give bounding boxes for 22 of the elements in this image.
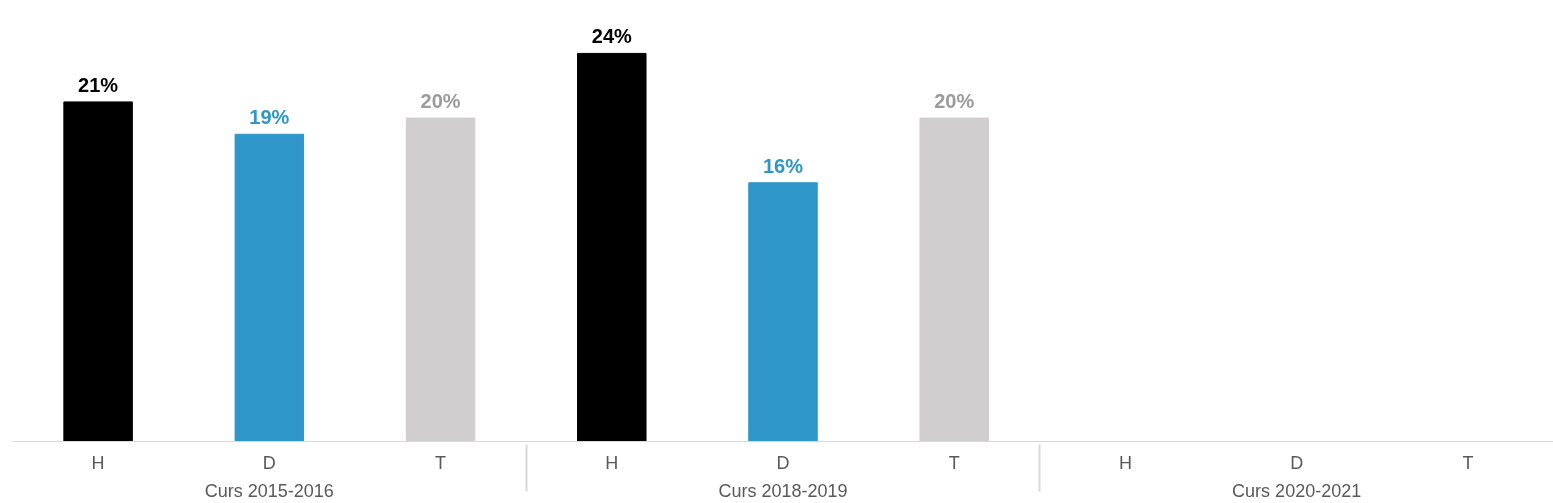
x-tick-label: D (1290, 452, 1304, 473)
data-label: 21% (78, 73, 119, 96)
text: Curs 2018-2019 (718, 480, 848, 501)
text: Curs 2015-2016 (204, 480, 334, 501)
x-tick-label: H (1118, 452, 1132, 473)
x-tick-label: H (91, 452, 105, 473)
x-tick-label: H (605, 452, 619, 473)
data-label: 19% (249, 106, 290, 129)
data-label: 16% (762, 154, 804, 177)
text: Curs 2020-2021 (1232, 480, 1362, 501)
x-tick-label: D (262, 452, 276, 473)
x-tick-label: D (776, 452, 790, 473)
x-tick-label: T (948, 452, 960, 473)
data-label: 20% (934, 90, 975, 113)
x-tick-label: T (435, 452, 447, 473)
bar (63, 101, 133, 442)
bar (234, 133, 305, 442)
x-tick-label: T (1462, 452, 1474, 473)
bar (577, 52, 647, 442)
bar (748, 182, 818, 442)
data-label: 24% (591, 25, 633, 48)
data-label: 20% (420, 90, 461, 113)
